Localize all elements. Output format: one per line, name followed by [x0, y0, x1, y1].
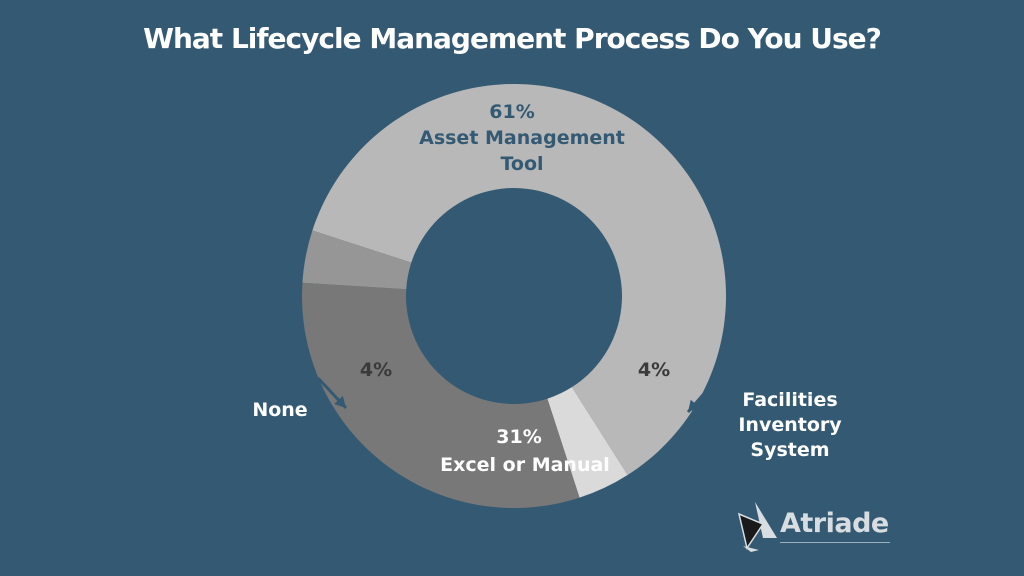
- slice-label-asset-management-tool: Asset Management: [419, 127, 625, 149]
- data-label-facilities-inventory-system: 4%: [638, 359, 670, 381]
- atriade-logo-text: Atriade: [780, 508, 889, 539]
- slice-facilities-inventory-system: [547, 387, 628, 498]
- outside-label-facilities-inventory-system: Inventory: [738, 414, 842, 436]
- data-label-asset-management-tool: 61%: [489, 101, 534, 123]
- outside-label-facilities-inventory-system: Facilities: [742, 389, 837, 411]
- leader-arrowhead-facilities-inventory-system: [688, 399, 700, 412]
- leader-arrowhead-none: [334, 395, 346, 408]
- data-label-none: 4%: [360, 359, 392, 381]
- data-label-excel-or-manual: 31%: [496, 426, 541, 448]
- outside-label-none: None: [252, 399, 307, 421]
- slice-excel-or-manual: [301, 282, 580, 508]
- atriade-logo-mark: [737, 502, 777, 552]
- slice-label-excel-or-manual: Excel or Manual: [440, 454, 610, 476]
- outside-label-facilities-inventory-system: System: [750, 439, 829, 461]
- slice-label-asset-management-tool: Tool: [500, 153, 543, 175]
- slice-none: [302, 230, 412, 290]
- logo-underline: [780, 542, 890, 543]
- slice-asset-management-tool: [312, 83, 726, 475]
- chart-title: What Lifecycle Management Process Do You…: [143, 22, 882, 55]
